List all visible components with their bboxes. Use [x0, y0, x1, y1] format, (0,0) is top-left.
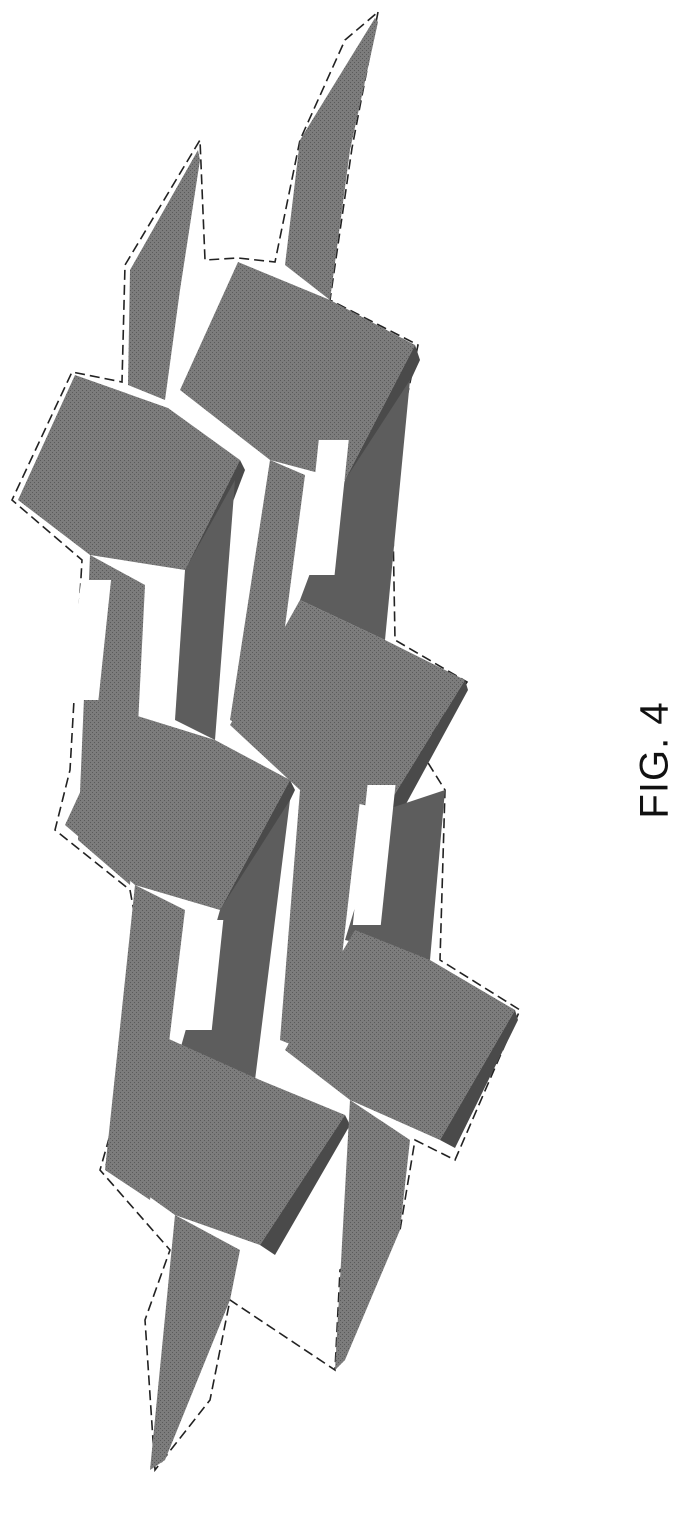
- right-lower-spike: [335, 1100, 410, 1370]
- left-upper-spike: [128, 150, 200, 400]
- figure-caption: FIG. 4: [633, 701, 678, 818]
- left-lower-spike: [150, 1215, 240, 1470]
- right-upper-spike: [285, 18, 378, 300]
